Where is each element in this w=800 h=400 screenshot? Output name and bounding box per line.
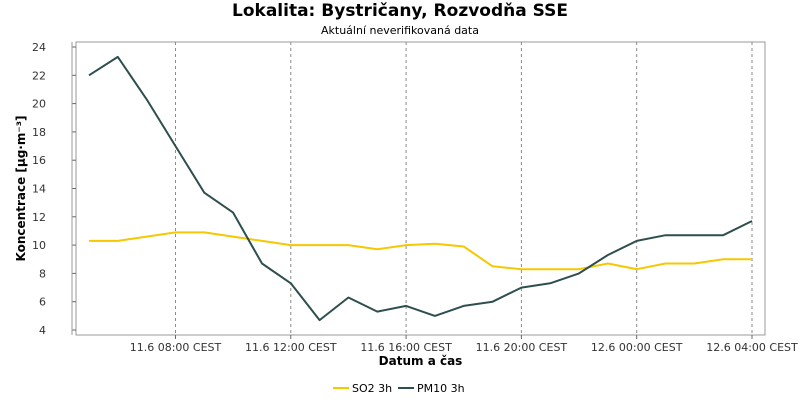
plot-area	[75, 41, 766, 336]
y-tick-label: 24	[32, 41, 46, 54]
x-tick-label: 12.6 00:00 CEST	[591, 341, 683, 354]
x-tick-label: 12.6 04:00 CEST	[706, 341, 798, 354]
x-axis-title: Datum a čas	[379, 354, 463, 368]
y-tick-label: 10	[32, 239, 46, 252]
chart-subtitle: Aktuální neverifikovaná data	[321, 24, 479, 37]
y-tick-label: 16	[32, 154, 46, 167]
chart-title: Lokalita: Bystričany, Rozvodňa SSE	[232, 1, 568, 21]
y-tick-label: 4	[39, 324, 46, 337]
y-tick-label: 22	[32, 69, 46, 82]
y-axis-title: Koncentrace [µg·m⁻³]	[14, 116, 28, 262]
legend-label-pm10: PM10 3h	[417, 382, 465, 395]
y-tick-label: 12	[32, 211, 46, 224]
x-tick-label: 11.6 08:00 CEST	[130, 341, 222, 354]
legend-label-so2: SO2 3h	[352, 382, 392, 395]
x-tick-label: 11.6 16:00 CEST	[360, 341, 452, 354]
series-line-pm10	[88, 55, 753, 322]
x-tick-label: 11.6 20:00 CEST	[476, 341, 568, 354]
y-tick-label: 20	[32, 98, 46, 111]
y-tick-label: 6	[39, 296, 46, 309]
y-tick-label: 8	[39, 267, 46, 280]
y-tick-label: 18	[32, 126, 46, 139]
series-line-so2	[89, 231, 752, 271]
y-tick-label: 14	[32, 183, 46, 196]
x-tick-label: 11.6 12:00 CEST	[245, 341, 337, 354]
